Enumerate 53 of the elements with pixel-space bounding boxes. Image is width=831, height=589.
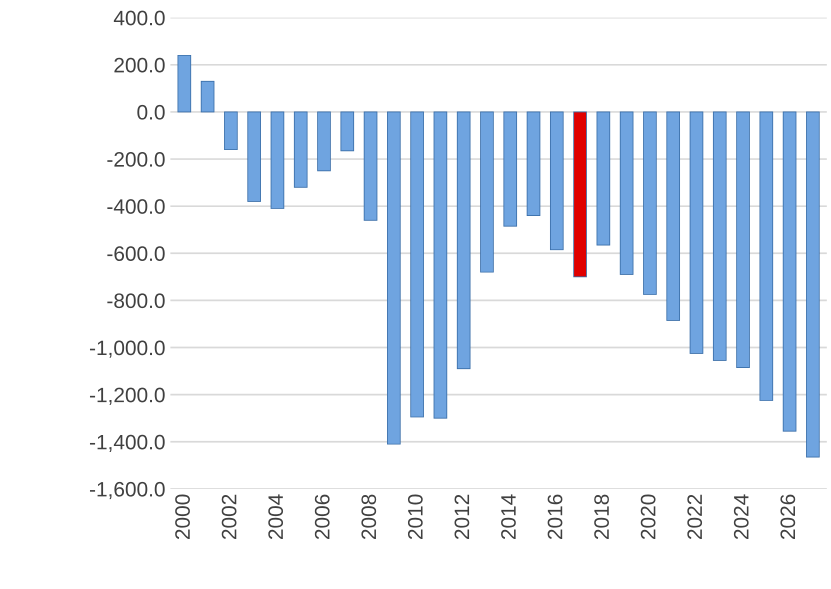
y-tick-label: 200.0 (114, 58, 165, 73)
y-tick-label: 400.0 (114, 10, 165, 26)
y-tick-label: -800.0 (107, 293, 165, 308)
bar (573, 111, 587, 278)
x-tick-label: 2008 (361, 494, 376, 540)
bar (294, 111, 308, 188)
bar (480, 111, 494, 273)
bar (712, 111, 727, 361)
x-tick-label: 2016 (548, 494, 562, 540)
bar (410, 111, 424, 418)
x-tick-label: 2020 (640, 494, 656, 540)
x-tick-label: 2026 (780, 494, 796, 540)
x-tick-label: 2018 (594, 494, 609, 540)
y-tick-label: 0.0 (137, 104, 165, 120)
bar (364, 111, 378, 221)
bar (200, 80, 214, 112)
bar (736, 111, 750, 368)
x-tick-label: 2004 (268, 494, 284, 540)
y-tick-label: -600.0 (107, 246, 165, 262)
x-tick-label: 2002 (222, 494, 236, 540)
bar (526, 111, 540, 216)
bar (759, 111, 774, 401)
bar (782, 111, 796, 432)
y-tick-label: -200.0 (107, 152, 165, 167)
bar (643, 111, 657, 295)
x-tick-label: 2024 (734, 494, 749, 540)
bar (387, 111, 401, 445)
bar (690, 111, 704, 354)
x-tick-label: 2014 (501, 494, 516, 540)
x-tick-label: 2010 (408, 494, 423, 540)
bar (340, 111, 354, 152)
bar (247, 111, 261, 202)
bar (434, 111, 448, 419)
y-tick-label: -1,000.0 (90, 340, 165, 358)
x-tick-label: 2022 (687, 494, 702, 540)
x-tick-label: 2012 (454, 494, 470, 540)
bar (317, 111, 331, 172)
y-tick-label: -1,600.0 (90, 482, 165, 500)
y-tick-label: -400.0 (107, 199, 165, 214)
bar (596, 111, 610, 246)
y-tick-label: -1,400.0 (90, 434, 165, 452)
bar (666, 111, 680, 321)
bar (620, 111, 634, 275)
bar (806, 111, 820, 458)
bar (550, 111, 564, 250)
bar (270, 111, 284, 209)
bar (503, 111, 518, 227)
x-tick-label: 2006 (314, 494, 330, 540)
bar (456, 111, 470, 370)
bar (178, 54, 192, 112)
y-tick-label: -1,200.0 (90, 388, 165, 405)
bar (224, 111, 238, 150)
x-tick-label: 2000 (175, 494, 190, 540)
